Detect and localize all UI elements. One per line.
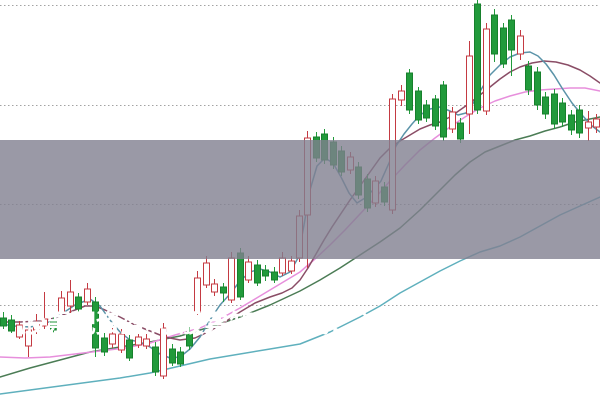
candle-up (279, 257, 286, 274)
candle-down (237, 252, 244, 298)
candle-up (16, 324, 23, 338)
candle-down (440, 84, 447, 138)
candle-down (169, 348, 176, 364)
candle-up (160, 327, 167, 377)
candle-down (406, 72, 413, 111)
candle-down (576, 109, 583, 134)
candle-down (75, 296, 82, 310)
candle-down (0, 317, 7, 327)
candle-up (84, 288, 91, 303)
candle-down (534, 71, 541, 106)
candle-up (25, 329, 32, 347)
candle-down (568, 114, 575, 131)
banner-title-line2: 巧全掌握！ (237, 355, 363, 384)
candle-down (186, 331, 193, 347)
candle-up (143, 338, 150, 347)
candle-down (542, 96, 549, 115)
candle-up (109, 333, 116, 345)
candle-down (474, 3, 481, 111)
candle-up (118, 333, 125, 351)
candle-down (508, 19, 515, 51)
candle-up (398, 90, 405, 101)
candle-up (203, 262, 210, 286)
candle-up (593, 118, 600, 128)
candle-down (152, 346, 159, 373)
candle-up (245, 261, 252, 281)
candle-down (551, 93, 558, 125)
candle-up (67, 291, 74, 307)
candle-up (41, 318, 48, 327)
candle-down (491, 14, 498, 55)
candle-up (33, 321, 40, 331)
candle-up (466, 55, 473, 115)
candle-up (135, 336, 142, 346)
candle-down (254, 264, 261, 284)
candle-up (449, 111, 456, 130)
candle-up (585, 121, 592, 129)
candle-up (288, 260, 295, 272)
candle-down (525, 65, 532, 91)
candle-down (262, 269, 269, 277)
candle-up (211, 283, 218, 293)
candle-down (432, 98, 439, 127)
candle-down (50, 319, 57, 331)
candle-down (177, 351, 184, 365)
candle-down (126, 339, 133, 359)
banner-title-line1: 股票配资盈利 股票知识速成：入门、进阶、实战技 (20, 309, 580, 338)
candle-down (8, 319, 15, 332)
title-banner: 股票配资盈利 股票知识速成：入门、进阶、实战技 巧全掌握！ (0, 140, 600, 384)
candle-down (457, 122, 464, 140)
candle-down (92, 301, 99, 349)
candle-down (415, 90, 422, 121)
candle-down (101, 337, 108, 353)
candle-down (500, 27, 507, 65)
candle-up (58, 297, 65, 313)
candle-down (271, 271, 278, 281)
candle-up (483, 28, 490, 112)
candle-up (194, 277, 201, 313)
candle-up (228, 257, 235, 301)
candle-down (423, 104, 430, 119)
candle-down (559, 102, 566, 123)
candle-down (220, 286, 227, 294)
candle-up (517, 35, 524, 55)
